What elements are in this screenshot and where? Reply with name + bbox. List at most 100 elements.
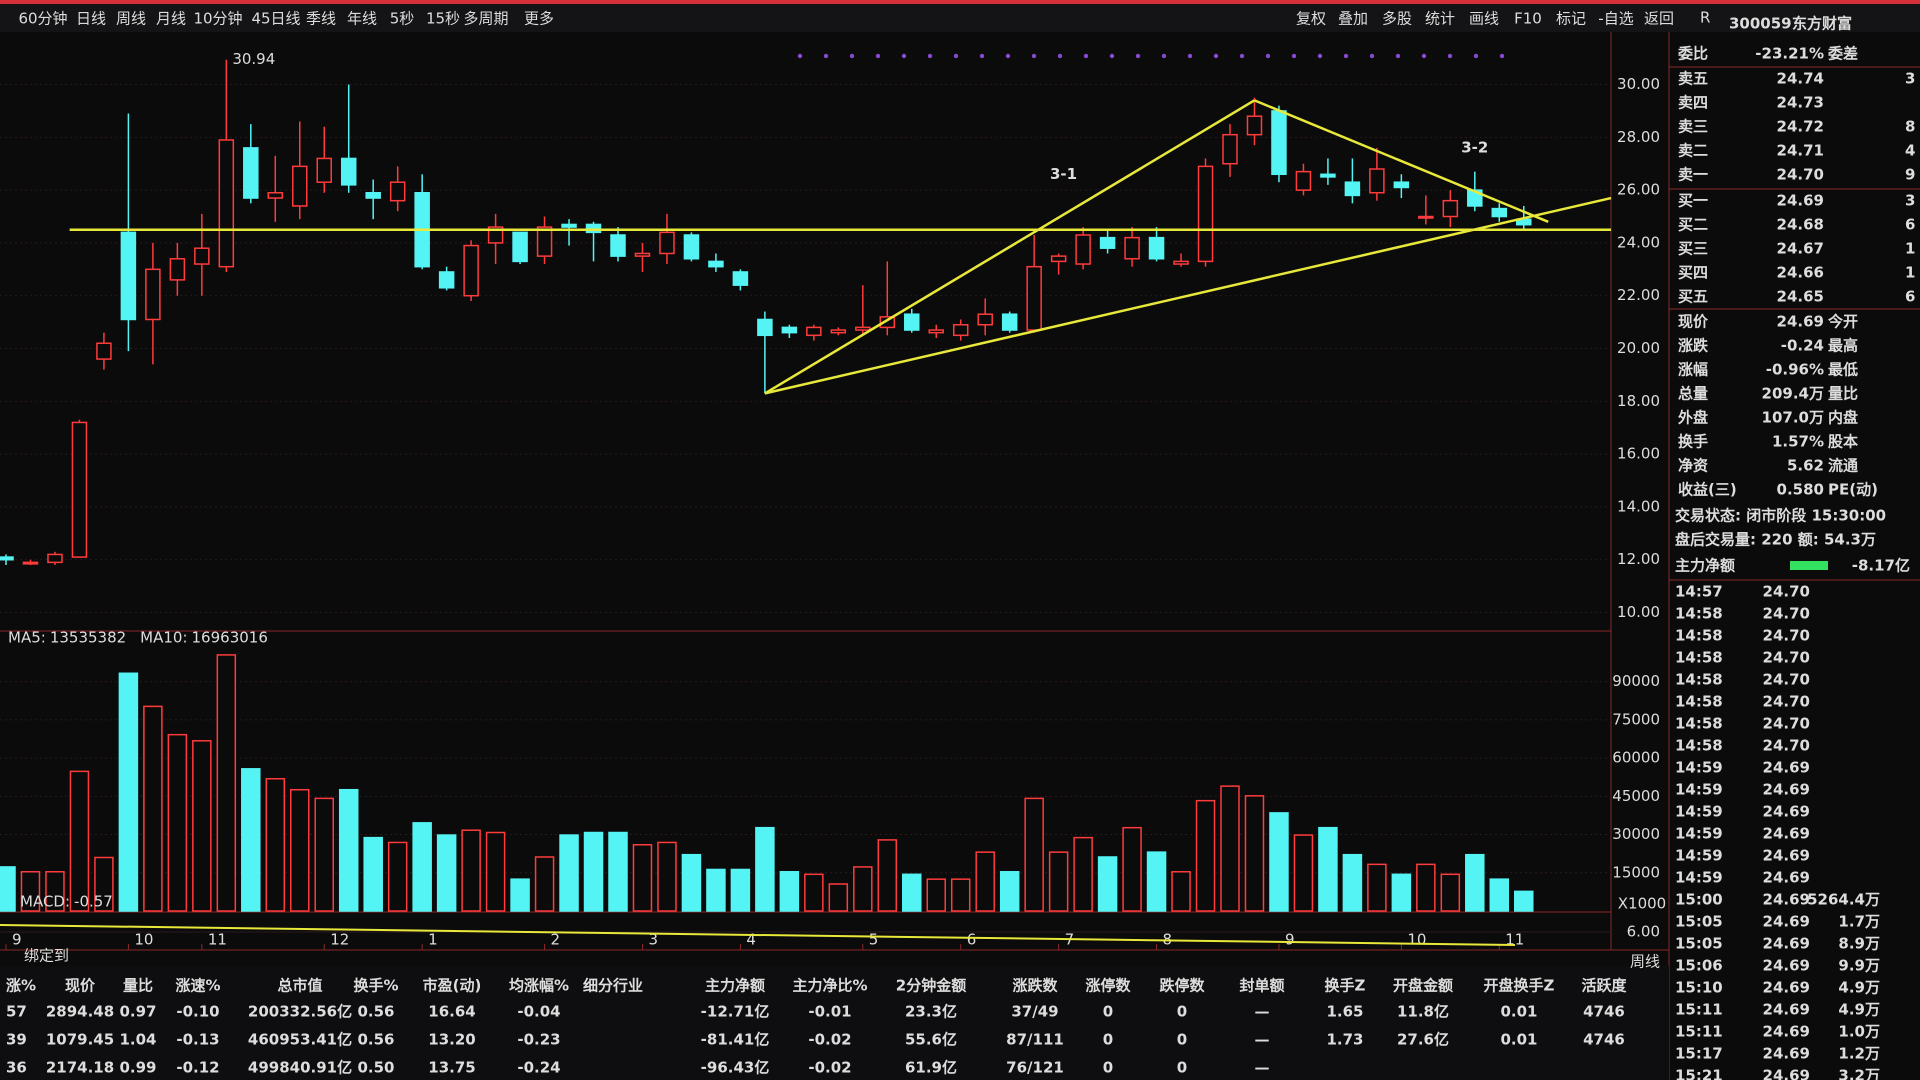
volume-bar bbox=[657, 841, 677, 912]
panel-value: 209.4万 bbox=[1762, 385, 1824, 403]
panel-label: 总量 bbox=[1678, 385, 1708, 403]
table-header[interactable]: 主力净额 bbox=[705, 977, 765, 995]
panel-value: 24.65 bbox=[1777, 288, 1824, 306]
candle-body bbox=[292, 165, 308, 207]
candle-body bbox=[1491, 207, 1508, 218]
tool-button[interactable]: 标记 bbox=[1556, 10, 1586, 28]
candle-body bbox=[438, 271, 455, 289]
table-cell: — bbox=[1255, 1059, 1270, 1077]
tick-time: 15:17 bbox=[1675, 1045, 1723, 1063]
period-tab[interactable]: 15秒 bbox=[426, 10, 460, 28]
panel-value: -23.21% bbox=[1755, 45, 1824, 63]
volume-bar bbox=[1048, 851, 1069, 912]
signal-dot bbox=[1005, 53, 1011, 59]
candle-body bbox=[1173, 260, 1189, 265]
candle-body bbox=[1271, 110, 1287, 176]
period-tab[interactable]: 更多 bbox=[524, 10, 554, 28]
panel-value: 24.73 bbox=[1777, 94, 1824, 112]
tool-button[interactable]: -自选 bbox=[1598, 10, 1633, 28]
table-area bbox=[0, 966, 1669, 1080]
tick-time: 14:57 bbox=[1675, 583, 1723, 601]
period-tab[interactable]: 多周期 bbox=[463, 10, 508, 28]
table-header[interactable]: 细分行业 bbox=[583, 977, 643, 995]
period-tab[interactable]: 45日线 bbox=[251, 10, 300, 28]
table-header[interactable]: 活跃度 bbox=[1581, 977, 1627, 995]
volume-bar bbox=[0, 866, 16, 912]
tool-button[interactable]: 画线 bbox=[1469, 10, 1499, 28]
table-header[interactable]: 现价 bbox=[65, 977, 96, 995]
period-tab[interactable]: 5秒 bbox=[390, 10, 415, 28]
panel-value: 24.69 bbox=[1777, 192, 1824, 210]
table-header[interactable]: 市盈(动) bbox=[423, 977, 482, 995]
candle-body bbox=[830, 329, 847, 334]
legend-value: 16963016 bbox=[192, 629, 268, 647]
table-header[interactable]: 涨% bbox=[6, 977, 36, 995]
table-header[interactable]: 2分钟金额 bbox=[896, 977, 966, 995]
signal-dot bbox=[1369, 53, 1375, 59]
table-header[interactable]: 封单额 bbox=[1239, 977, 1284, 995]
panel-value: 5.62 bbox=[1787, 457, 1824, 475]
x-tick-label: 2 bbox=[551, 931, 561, 949]
signal-dot bbox=[1213, 53, 1219, 59]
tick-price: 24.69 bbox=[1763, 913, 1810, 931]
signal-dot bbox=[1343, 53, 1349, 59]
table-header[interactable]: 涨停数 bbox=[1085, 977, 1131, 995]
panel-value: 24.68 bbox=[1777, 216, 1824, 234]
candle-body bbox=[1075, 234, 1091, 265]
volume-bar bbox=[167, 733, 188, 912]
candle-body bbox=[708, 260, 724, 268]
tick-price: 24.70 bbox=[1763, 627, 1810, 645]
tick-price: 24.70 bbox=[1763, 737, 1810, 755]
panel-label: 买三 bbox=[1678, 240, 1708, 258]
panel-value: 24.74 bbox=[1777, 70, 1824, 88]
tool-button[interactable]: 多股 bbox=[1382, 10, 1412, 28]
table-cell: 460953.41亿 bbox=[248, 1031, 352, 1049]
tick-volume: 4.9万 bbox=[1838, 1001, 1880, 1019]
tick-price: 24.69 bbox=[1763, 891, 1810, 909]
candle-body bbox=[243, 147, 259, 199]
table-header[interactable]: 开盘金额 bbox=[1393, 977, 1453, 995]
table-header[interactable]: 量比 bbox=[123, 977, 153, 995]
table-cell: 57 bbox=[6, 1003, 27, 1021]
table-cell: -0.04 bbox=[517, 1003, 560, 1021]
tool-button[interactable]: 叠加 bbox=[1338, 10, 1368, 28]
candle-body bbox=[1246, 115, 1263, 136]
period-tab[interactable]: 日线 bbox=[76, 10, 106, 28]
table-header[interactable]: 均涨幅% bbox=[509, 977, 569, 995]
table-header[interactable]: 换手Z bbox=[1325, 977, 1366, 995]
tool-button[interactable]: 复权 bbox=[1296, 10, 1326, 28]
table-header[interactable]: 主力净比% bbox=[792, 977, 867, 995]
table-header[interactable]: 开盘换手Z bbox=[1484, 977, 1555, 995]
table-cell: -0.23 bbox=[517, 1031, 560, 1049]
tool-button[interactable]: 统计 bbox=[1425, 10, 1455, 28]
legend-name: MA10: bbox=[140, 629, 187, 647]
tool-button[interactable]: F10 bbox=[1514, 10, 1542, 28]
signal-dot bbox=[823, 53, 829, 59]
table-header[interactable]: 跌停数 bbox=[1159, 977, 1205, 995]
volume-bar bbox=[216, 654, 237, 912]
trend-line bbox=[764, 196, 1612, 395]
table-header[interactable]: 涨速% bbox=[175, 977, 220, 995]
tick-price: 24.69 bbox=[1763, 803, 1810, 821]
tool-button[interactable]: 返回 bbox=[1644, 10, 1674, 28]
candle-body bbox=[610, 234, 626, 257]
signal-dot bbox=[1317, 53, 1323, 59]
volume-bar bbox=[1514, 890, 1534, 912]
volume-bar bbox=[118, 672, 139, 912]
period-tab[interactable]: 10分钟 bbox=[193, 10, 242, 28]
period-tab[interactable]: 季线 bbox=[306, 10, 336, 28]
volume-bar bbox=[853, 866, 873, 912]
table-header[interactable]: 涨跌数 bbox=[1012, 977, 1058, 995]
volume-bar bbox=[632, 844, 653, 912]
panel-value: 24.70 bbox=[1777, 166, 1824, 184]
period-tab[interactable]: 月线 bbox=[156, 10, 186, 28]
period-tab[interactable]: 周线 bbox=[116, 10, 146, 28]
table-header[interactable]: 换手% bbox=[353, 977, 398, 995]
table-header[interactable]: 总市值 bbox=[277, 977, 322, 995]
period-tab[interactable]: 年线 bbox=[347, 10, 377, 28]
table-cell: 55.6亿 bbox=[905, 1031, 957, 1049]
status: 交易状态: 闭市阶段 15:30:00 bbox=[1675, 507, 1886, 525]
tick-volume: 3.2万 bbox=[1838, 1067, 1880, 1080]
candle-body bbox=[855, 326, 871, 331]
period-tab[interactable]: 60分钟 bbox=[18, 10, 67, 28]
